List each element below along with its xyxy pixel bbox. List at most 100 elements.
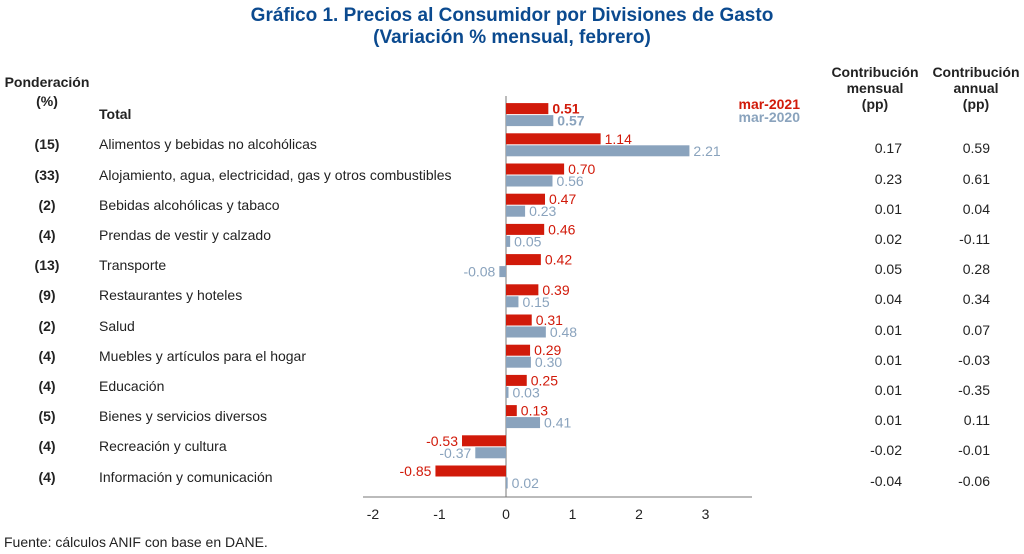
table-row: (5) Bienes y servicios diversos 0.01 0.11 [0, 408, 1024, 438]
ponderacion-header: Ponderación (%) [0, 74, 94, 109]
contribucion-mensual-value: 0.01 [874, 381, 902, 398]
contribucion-annual-value: 0.04 [962, 200, 990, 217]
data-label: 0.05 [514, 233, 541, 249]
table-row: (4) Muebles y artículos para el hogar 0.01… [0, 348, 1024, 378]
category-label: Recreación y cultura [99, 438, 227, 455]
bar-mar-2021 [506, 284, 539, 296]
contribucion-annual-value: 0.07 [962, 321, 990, 338]
category-label: Salud [99, 317, 135, 334]
ponderacion-value: (2) [38, 317, 56, 334]
data-label: 0.23 [529, 203, 556, 219]
bar-mar-2021 [506, 223, 545, 235]
category-label: Bienes y servicios diversos [99, 408, 268, 425]
category-label: Educación [99, 377, 165, 394]
contribucion-annual-value: 0.28 [962, 261, 990, 278]
table-row: (13) Transporte 0.05 0.28 [0, 257, 1024, 287]
contribucion-mensual-header-line1: Contribución [831, 64, 919, 80]
ponderacion-header-line2: (%) [36, 93, 58, 109]
x-tick-label: -1 [433, 506, 446, 522]
chart-title-line1: Gráfico 1. Precios al Consumidor por Div… [250, 5, 774, 26]
ponderacion-value: (4) [38, 347, 56, 364]
chart-title-line2: (Variación % mensual, febrero) [373, 27, 651, 48]
bar-mar-2020 [506, 296, 519, 308]
x-tick-label: 3 [702, 506, 710, 522]
data-label: 0.41 [544, 415, 571, 431]
contribucion-annual-value: -0.03 [958, 351, 990, 368]
contribucion-annual-value: 0.61 [962, 170, 990, 187]
data-label: 0.39 [542, 282, 569, 298]
bar-mar-2021 [506, 314, 532, 326]
ponderacion-value: (13) [34, 257, 60, 274]
bar-mar-2021 [462, 435, 506, 447]
bar-mar-2020 [499, 266, 506, 278]
bar-mar-2020 [475, 447, 506, 459]
contribucion-mensual-value: 0.23 [874, 170, 902, 187]
table-row: (15) Alimentos y bebidas no alcohólicas 0.… [0, 136, 1024, 166]
contribucion-mensual-value: -0.04 [870, 472, 902, 489]
bar-mar-2021 [506, 193, 546, 205]
category-label: Restaurantes y hoteles [99, 287, 243, 304]
data-label: -0.37 [439, 445, 471, 461]
data-label: 0.02 [512, 475, 539, 491]
data-label: 0.57 [557, 113, 584, 129]
x-tick-label: 2 [635, 506, 643, 522]
contribucion-annual-value: 0.11 [963, 412, 990, 429]
table-row: (4) Prendas de vestir y calzado 0.02 -0.11 [0, 227, 1024, 257]
bar-mar-2020 [506, 477, 508, 489]
contribucion-annual-header-line2: annual [953, 80, 999, 96]
contribucion-mensual-header-line2: mensual [846, 80, 904, 96]
bar-mar-2021 [506, 344, 531, 356]
table-row: (9) Restaurantes y hoteles 0.04 0.34 [0, 287, 1024, 317]
bar-mar-2021 [506, 374, 527, 386]
x-tick-label: 1 [569, 506, 577, 522]
contribucion-annual-header: Contribución annual (pp) [928, 64, 1024, 112]
ponderacion-value: (4) [38, 468, 56, 485]
ponderacion-value: (5) [38, 408, 56, 425]
data-label: 0.30 [535, 354, 562, 370]
category-label: Información y comunicación [99, 468, 273, 485]
data-label: 0.03 [512, 384, 539, 400]
table-row: (4) Educación 0.01 -0.35 [0, 378, 1024, 408]
table-row: (4) Recreación y cultura -0.02 -0.01 [0, 438, 1024, 468]
bar-mar-2021 [506, 133, 601, 145]
ponderacion-value: (15) [34, 136, 60, 153]
contribucion-mensual-value: 0.05 [874, 261, 902, 278]
contribucion-annual-value: -0.01 [958, 442, 990, 459]
contribucion-mensual-value: 0.01 [874, 321, 902, 338]
ponderacion-value: (4) [38, 226, 56, 243]
table-row: (4) Información y comunicación -0.04 -0.06 [0, 469, 1024, 499]
contribucion-mensual-value: 0.01 [874, 412, 902, 429]
x-tick-label: -2 [367, 506, 380, 522]
category-label: Total [99, 106, 132, 123]
data-label: 0.42 [545, 252, 572, 268]
data-label: 0.31 [536, 312, 563, 328]
contribucion-annual-header-line3: (pp) [962, 96, 990, 112]
data-label: 0.47 [549, 191, 576, 207]
contribucion-mensual-value: 0.02 [874, 230, 902, 247]
bar-mar-2021 [506, 405, 517, 417]
contribucion-annual-value: -0.06 [958, 472, 990, 489]
ponderacion-value: (2) [38, 196, 56, 213]
ponderacion-value: (9) [38, 287, 56, 304]
category-label: Alojamiento, agua, electricidad, gas y o… [99, 166, 452, 183]
bar-mar-2021 [506, 254, 541, 266]
bar-mar-2020 [506, 145, 690, 157]
data-label: 1.14 [605, 131, 632, 147]
data-label: 0.13 [521, 403, 548, 419]
legend-mar-2020: mar-2020 [739, 109, 801, 125]
category-label: Bebidas alcohólicas y tabaco [99, 196, 280, 213]
ponderacion-header-line1: Ponderación [4, 74, 90, 90]
contribucion-annual-value: -0.35 [958, 381, 990, 398]
data-label: 0.70 [568, 161, 595, 177]
legend-mar-2021: mar-2021 [739, 96, 801, 112]
data-label: 0.48 [550, 324, 577, 340]
contribucion-mensual-value: 0.17 [874, 140, 902, 157]
data-label: -0.08 [463, 264, 495, 280]
table-row: (2) Bebidas alcohólicas y tabaco 0.01 0.04 [0, 197, 1024, 227]
bar-mar-2021 [435, 465, 506, 477]
contribucion-annual-value: 0.34 [962, 291, 990, 308]
category-label: Transporte [99, 257, 167, 274]
contribucion-mensual-header: Contribución mensual (pp) [822, 64, 928, 112]
bar-mar-2020 [506, 235, 511, 247]
